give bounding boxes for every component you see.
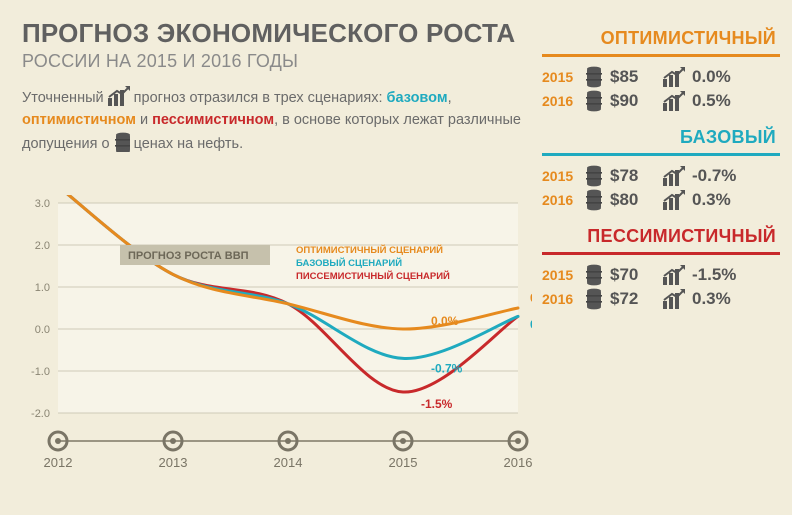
scenario-year: 2016: [542, 192, 578, 208]
scenario-base: БАЗОВЫЙ 2015 $78 -0.7% 2016 $80 0.3%: [542, 123, 780, 222]
intro-w-opt: оптимистичном: [22, 112, 136, 128]
svg-text:ПРОГНОЗ РОСТА ВВП: ПРОГНОЗ РОСТА ВВП: [128, 250, 249, 262]
scenario-pct: 0.0%: [692, 67, 731, 87]
svg-text:-1.0: -1.0: [31, 366, 50, 378]
svg-text:2012: 2012: [44, 455, 73, 470]
svg-text:3.0: 3.0: [35, 198, 50, 210]
scenario-row: 2015 $78 -0.7%: [542, 164, 780, 188]
scenario-title: БАЗОВЫЙ: [542, 127, 780, 148]
scenario-year: 2016: [542, 93, 578, 109]
scenario-row: 2016 $90 0.5%: [542, 89, 780, 113]
trend-icon: [663, 190, 685, 210]
svg-text:-0.7%: -0.7%: [431, 361, 463, 375]
trend-icon: [663, 289, 685, 309]
trend-icon: [663, 265, 685, 285]
scenario-optimistic: ОПТИМИСТИЧНЫЙ 2015 $85 0.0% 2016 $90 0.5%: [542, 24, 780, 123]
intro-paragraph: Уточненный прогноз отразился в трех сцен…: [22, 86, 522, 155]
svg-text:2015: 2015: [389, 455, 418, 470]
scenario-row: 2016 $72 0.3%: [542, 287, 780, 311]
scenario-pessimistic: ПЕССИМИСТИЧНЫЙ 2015 $70 -1.5% 2016 $72 0.3%: [542, 222, 780, 321]
svg-text:0.5%: 0.5%: [530, 291, 532, 305]
barrel-icon: [585, 165, 603, 187]
scenario-year: 2015: [542, 69, 578, 85]
scenario-price: $85: [610, 67, 656, 87]
barrel-icon: [114, 132, 130, 152]
barrel-icon: [585, 288, 603, 310]
intro-w-pes: пессимистичном: [152, 112, 274, 128]
svg-text:БАЗОВЫЙ СЦЕНАРИЙ: БАЗОВЫЙ СЦЕНАРИЙ: [296, 257, 402, 269]
scenario-price: $78: [610, 166, 656, 186]
scenario-row: 2015 $85 0.0%: [542, 65, 780, 89]
svg-text:-1.5%: -1.5%: [421, 397, 453, 411]
intro-t4: ценах на нефть.: [134, 136, 244, 152]
svg-text:0.0: 0.0: [35, 324, 50, 336]
intro-t1: Уточненный: [22, 90, 108, 106]
intro-w-base: базовом: [387, 90, 448, 106]
barrel-icon: [585, 264, 603, 286]
trend-icon: [108, 86, 130, 106]
page-subtitle: РОССИИ НА 2015 И 2016 ГОДЫ: [22, 51, 522, 72]
scenario-price: $80: [610, 190, 656, 210]
svg-text:1.0: 1.0: [35, 282, 50, 294]
page-title: ПРОГНОЗ ЭКОНОМИЧЕСКОГО РОСТА: [22, 18, 522, 49]
svg-text:0.0%: 0.0%: [431, 314, 459, 328]
scenario-rule: [542, 153, 780, 156]
scenario-row: 2015 $70 -1.5%: [542, 263, 780, 287]
barrel-icon: [585, 66, 603, 88]
scenario-pct: 0.3%: [692, 190, 731, 210]
scenario-pct: 0.3%: [692, 289, 731, 309]
intro-t2: прогноз отразился в трех сценариях:: [134, 90, 387, 106]
scenario-title: ОПТИМИСТИЧНЫЙ: [542, 28, 780, 49]
svg-text:2016: 2016: [504, 455, 532, 470]
scenario-pct: -0.7%: [692, 166, 736, 186]
scenario-year: 2015: [542, 168, 578, 184]
scenario-pct: 0.5%: [692, 91, 731, 111]
scenario-year: 2016: [542, 291, 578, 307]
svg-text:ОПТИМИСТИЧНЫЙ СЦЕНАРИЙ: ОПТИМИСТИЧНЫЙ СЦЕНАРИЙ: [296, 244, 443, 256]
scenario-price: $90: [610, 91, 656, 111]
scenario-title: ПЕССИМИСТИЧНЫЙ: [542, 226, 780, 247]
scenario-pct: -1.5%: [692, 265, 736, 285]
trend-icon: [663, 91, 685, 111]
svg-text:2.0: 2.0: [35, 240, 50, 252]
trend-icon: [663, 166, 685, 186]
barrel-icon: [585, 90, 603, 112]
svg-text:2014: 2014: [274, 455, 303, 470]
scenario-row: 2016 $80 0.3%: [542, 188, 780, 212]
gdp-forecast-chart: -2.0 -1.0 0.0 1.0 2.0 3.0 0.0% -0.7% -1.5% 0.5% 0.…: [22, 195, 532, 485]
svg-text:-2.0: -2.0: [31, 408, 50, 420]
scenario-price: $72: [610, 289, 656, 309]
scenario-rule: [542, 252, 780, 255]
trend-icon: [663, 67, 685, 87]
svg-text:ПИССЕМИСТИЧНЫЙ СЦЕНАРИЙ: ПИССЕМИСТИЧНЫЙ СЦЕНАРИЙ: [296, 270, 450, 282]
barrel-icon: [585, 189, 603, 211]
scenario-price: $70: [610, 265, 656, 285]
svg-text:2013: 2013: [159, 455, 188, 470]
svg-text:0.3%: 0.3%: [530, 317, 532, 331]
scenario-year: 2015: [542, 267, 578, 283]
scenario-rule: [542, 54, 780, 57]
